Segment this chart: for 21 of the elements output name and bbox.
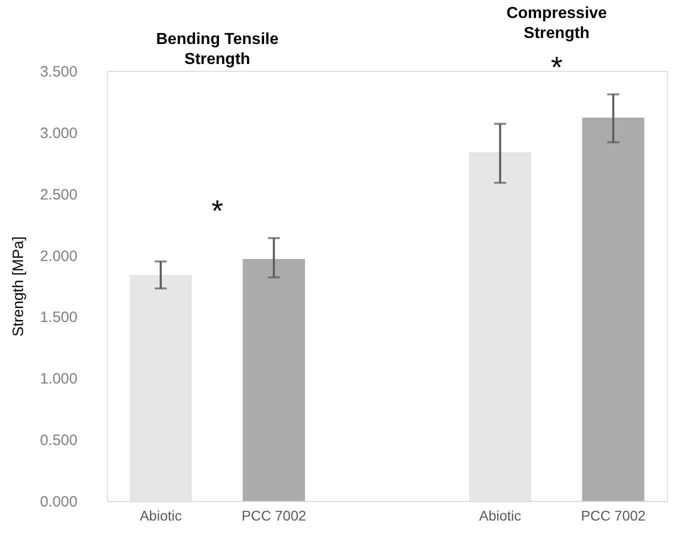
- y-tick-label: 0.500: [40, 432, 78, 450]
- y-tick-label: 3.500: [40, 64, 78, 80]
- y-tick-label: 1.000: [40, 370, 78, 388]
- y-tick-label: 1.500: [40, 309, 78, 326]
- x-tick-label: Abiotic: [479, 508, 522, 524]
- y-tick-label: 3.000: [40, 124, 78, 142]
- y-tick-label: 2.500: [40, 186, 78, 204]
- bar: [582, 118, 644, 501]
- x-tick-label: PCC 7002: [580, 508, 646, 524]
- bar: [469, 152, 532, 501]
- annotation: *: [550, 51, 563, 84]
- text: Bending Tensile Strength: [156, 31, 279, 68]
- y-axis-title: Strength [MPa]: [10, 236, 27, 337]
- x-tick-label: Abiotic: [140, 508, 182, 524]
- annotation: *: [211, 195, 224, 228]
- x-tick-label: PCC 7002: [242, 508, 306, 524]
- text: Compressive Strength: [506, 5, 608, 42]
- bar: [242, 258, 305, 501]
- y-tick-label: 2.000: [40, 248, 78, 265]
- y-tick-label: 0.000: [40, 494, 78, 510]
- bar: [130, 274, 192, 501]
